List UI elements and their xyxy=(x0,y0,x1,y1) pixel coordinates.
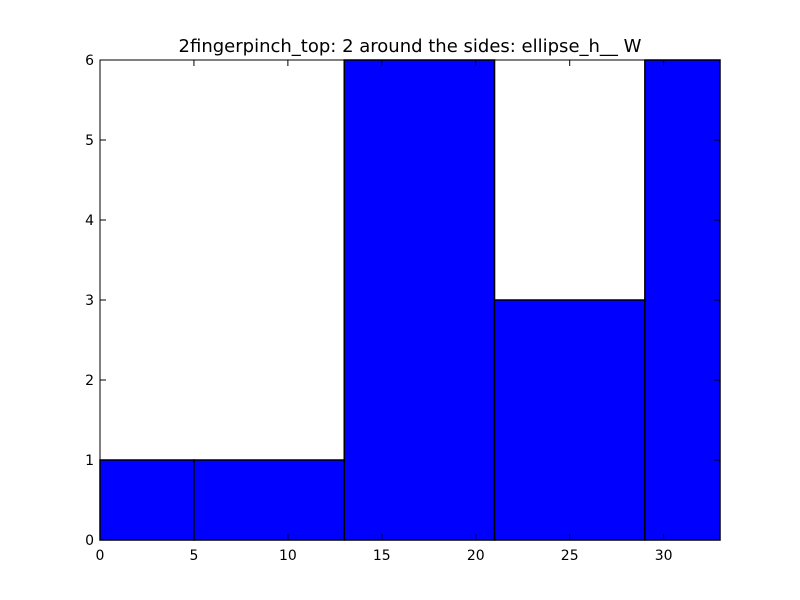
y-tick-label-5: 5 xyxy=(85,133,94,149)
y-tick-label-2: 2 xyxy=(85,373,94,389)
y-axis: 0 1 2 3 4 5 6 xyxy=(85,53,720,549)
histogram-bar-0 xyxy=(99,459,195,541)
y-tick-label-6: 6 xyxy=(85,53,94,69)
x-tick-label-5: 25 xyxy=(561,548,579,564)
y-tick-label-1: 1 xyxy=(85,453,94,469)
y-tick-label-3: 3 xyxy=(85,293,94,309)
y-tick-label-0: 0 xyxy=(85,533,94,549)
y-tick-label-4: 4 xyxy=(85,213,94,229)
histogram-bar-1 xyxy=(193,459,345,541)
x-tick-label-6: 30 xyxy=(655,548,673,564)
x-tick-label-4: 20 xyxy=(467,548,485,564)
histogram-bar-3 xyxy=(493,299,646,541)
histogram-bar-2 xyxy=(343,59,496,541)
histogram-bar-4 xyxy=(644,59,721,541)
x-tick-label-0: 0 xyxy=(96,548,105,564)
x-tick-label-2: 10 xyxy=(279,548,297,564)
x-tick-label-1: 5 xyxy=(189,548,198,564)
chart-title: 2fingerpinch_top: 2 around the sides: el… xyxy=(179,36,642,57)
x-axis: 0 5 10 15 20 25 30 xyxy=(96,60,673,564)
bars-group xyxy=(99,59,721,541)
x-tick-label-3: 15 xyxy=(373,548,391,564)
